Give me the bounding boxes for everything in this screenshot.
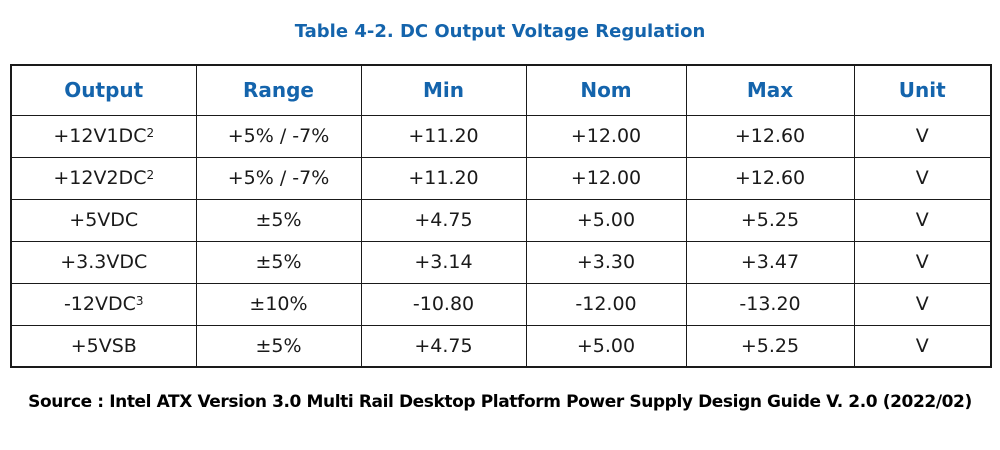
cell-nom: -12.00 bbox=[525, 282, 687, 326]
cell-max: +5.25 bbox=[685, 324, 855, 368]
cell-output: -12VDC3 bbox=[10, 282, 197, 326]
cell-min: +3.14 bbox=[360, 240, 527, 284]
cell-range: ±5% bbox=[195, 240, 362, 284]
cell-range: ±5% bbox=[195, 198, 362, 242]
cell-range: +5% / -7% bbox=[195, 114, 362, 158]
table-title: Table 4-2. DC Output Voltage Regulation bbox=[294, 21, 706, 42]
cell-max: +12.60 bbox=[685, 114, 855, 158]
cell-max: -13.20 bbox=[685, 282, 855, 326]
header-row: Output Range Min Nom Max Unit bbox=[10, 64, 992, 116]
cell-max: +12.60 bbox=[685, 156, 855, 200]
cell-unit: V bbox=[853, 324, 992, 368]
cell-output: +12V2DC2 bbox=[10, 156, 197, 200]
footnote-marker: 3 bbox=[135, 293, 144, 308]
cell-unit: V bbox=[853, 198, 992, 242]
source-note: Source : Intel ATX Version 3.0 Multi Rai… bbox=[28, 392, 972, 412]
cell-output: +5VDC bbox=[10, 198, 197, 242]
cell-min: +11.20 bbox=[360, 114, 527, 158]
cell-unit: V bbox=[853, 282, 992, 326]
cell-range: +5% / -7% bbox=[195, 156, 362, 200]
col-header-output: Output bbox=[10, 64, 197, 116]
output-label: +5VSB bbox=[70, 334, 137, 357]
cell-unit: V bbox=[853, 114, 992, 158]
cell-unit: V bbox=[853, 156, 992, 200]
col-header-unit: Unit bbox=[853, 64, 992, 116]
cell-nom: +12.00 bbox=[525, 114, 687, 158]
output-label: +3.3VDC bbox=[60, 251, 148, 273]
cell-unit: V bbox=[853, 240, 992, 284]
cell-nom: +5.00 bbox=[525, 324, 687, 368]
table-row: +5VDC ±5% +4.75 +5.00 +5.25 V bbox=[10, 198, 992, 242]
cell-output: +5VSB bbox=[10, 324, 197, 368]
table-row: +5VSB ±5% +4.75 +5.00 +5.25 V bbox=[10, 324, 992, 368]
table-row: +3.3VDC ±5% +3.14 +3.30 +3.47 V bbox=[10, 240, 992, 284]
cell-max: +3.47 bbox=[685, 240, 855, 284]
cell-min: +4.75 bbox=[360, 198, 527, 242]
cell-nom: +3.30 bbox=[525, 240, 687, 284]
col-header-max: Max bbox=[685, 64, 855, 116]
cell-min: +11.20 bbox=[360, 156, 527, 200]
cell-nom: +12.00 bbox=[525, 156, 687, 200]
cell-output: +12V1DC2 bbox=[10, 114, 197, 158]
output-label: +12V2DC bbox=[53, 167, 147, 189]
table-row: +12V1DC2 +5% / -7% +11.20 +12.00 +12.60 … bbox=[10, 114, 992, 158]
cell-output: +3.3VDC bbox=[10, 240, 197, 284]
cell-min: +4.75 bbox=[360, 324, 527, 368]
cell-range: ±5% bbox=[195, 324, 362, 368]
col-header-min: Min bbox=[360, 64, 527, 116]
output-label: +5VDC bbox=[69, 209, 139, 231]
cell-range: ±10% bbox=[195, 282, 362, 326]
dc-output-voltage-regulation-table: Output Range Min Nom Max Unit +12V1DC2 +… bbox=[10, 64, 992, 368]
footnote-marker: 2 bbox=[146, 125, 155, 140]
table-row: -12VDC3 ±10% -10.80 -12.00 -13.20 V bbox=[10, 282, 992, 326]
output-label: -12VDC bbox=[63, 293, 136, 315]
footnote-marker: 2 bbox=[146, 167, 155, 182]
cell-nom: +5.00 bbox=[525, 198, 687, 242]
col-header-nom: Nom bbox=[525, 64, 687, 116]
output-label: +12V1DC bbox=[53, 125, 147, 147]
col-header-range: Range bbox=[195, 64, 362, 116]
cell-min: -10.80 bbox=[360, 282, 527, 326]
table-row: +12V2DC2 +5% / -7% +11.20 +12.00 +12.60 … bbox=[10, 156, 992, 200]
cell-max: +5.25 bbox=[685, 198, 855, 242]
